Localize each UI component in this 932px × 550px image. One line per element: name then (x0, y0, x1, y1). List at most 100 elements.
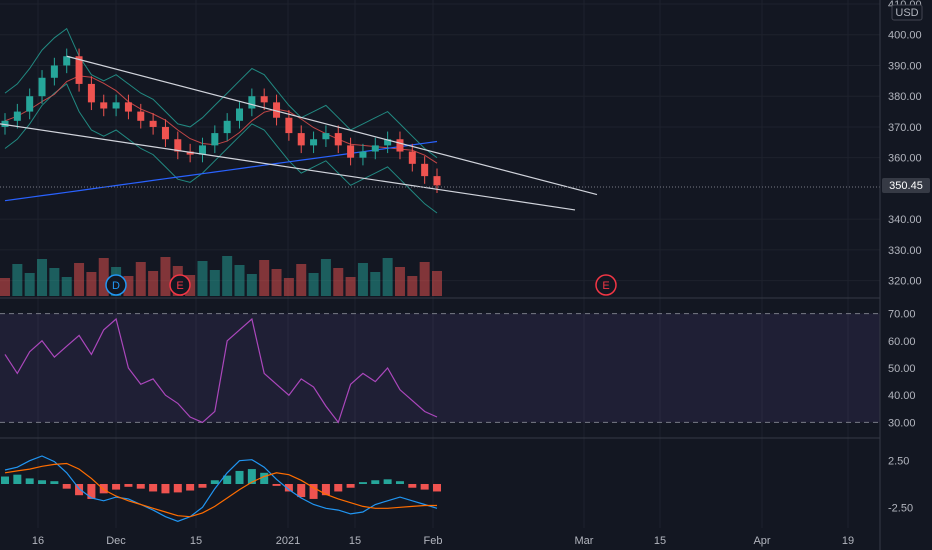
macd-histogram-bar (334, 484, 343, 492)
macd-histogram-bar (198, 484, 207, 488)
macd-histogram-bar (75, 484, 84, 496)
macd-histogram-bar (13, 474, 22, 484)
rsi-tick-label: 50.00 (888, 363, 916, 375)
x-tick-label: 15 (190, 535, 202, 547)
macd-histogram-bar (1, 476, 9, 484)
price-tick-label: 400.00 (888, 30, 922, 42)
macd-histogram-bar (383, 479, 392, 484)
macd-signal-line (4, 462, 437, 518)
currency-label: USD (895, 7, 918, 19)
volume-bar (0, 278, 10, 296)
candle-body (248, 96, 256, 109)
macd-histogram-bar (272, 484, 281, 486)
volume-bar (333, 268, 344, 296)
macd-histogram-bar (235, 470, 244, 484)
volume-bar (234, 265, 245, 296)
macd-histogram-bar (321, 484, 330, 496)
macd-histogram-bar (420, 484, 429, 490)
candle-body (87, 83, 95, 103)
x-tick-label: 2021 (276, 535, 300, 547)
candle-body (371, 145, 379, 152)
macd-histogram-bar (161, 484, 170, 494)
candle-body (174, 139, 182, 152)
volume-bar (98, 258, 109, 296)
macd-histogram-bar (223, 475, 232, 484)
candle-body (137, 111, 145, 121)
x-tick-label: 15 (349, 535, 361, 547)
macd-histogram-bar (247, 469, 256, 484)
event-marker[interactable]: E (595, 274, 617, 296)
event-marker[interactable]: E (169, 274, 191, 296)
volume-bar (222, 256, 233, 296)
event-marker-circle (105, 274, 127, 296)
rsi-tick-label: 40.00 (888, 390, 916, 402)
candle-body (310, 139, 318, 146)
price-pane[interactable] (0, 27, 880, 214)
candle-body (26, 96, 34, 112)
currency-badge[interactable]: USD (891, 4, 923, 21)
candle-body (38, 77, 46, 97)
price-tick-label: 390.00 (888, 60, 922, 72)
price-tick-label: 380.00 (888, 91, 922, 103)
candle-body (273, 102, 281, 118)
grid-lines (0, 0, 880, 528)
macd-tick-label: -2.50 (888, 502, 913, 514)
last-price-label: 350.45 (889, 180, 923, 192)
candle-body (384, 139, 392, 146)
candle-body (359, 151, 367, 158)
volume-bar (37, 259, 48, 296)
macd-histogram-bar (38, 480, 47, 484)
volume-bar (123, 276, 134, 296)
candle-body (396, 139, 404, 152)
volume-bar (357, 263, 368, 296)
volume-bar (135, 262, 146, 296)
macd-histogram-bar (260, 472, 269, 484)
volume-bar (61, 277, 72, 296)
x-tick-label: Feb (424, 535, 443, 547)
macd-histogram-bar (284, 484, 293, 492)
x-tick-label: 15 (654, 535, 666, 547)
candle-body (149, 120, 157, 127)
rsi-tick-label: 30.00 (888, 417, 916, 429)
macd-histogram-bar (297, 484, 306, 498)
macd-histogram-bar (62, 484, 71, 489)
candle-body (223, 120, 231, 134)
volume-bar (12, 264, 23, 296)
event-marker-circle (169, 274, 191, 296)
rsi-tick-label: 60.00 (888, 336, 916, 348)
candle-body (433, 176, 441, 186)
macd-histogram-bar (112, 484, 121, 490)
candle-body (161, 126, 169, 140)
volume-bar (148, 271, 159, 296)
x-tick-label: 19 (842, 535, 854, 547)
volume-bar (370, 272, 381, 296)
price-tick-label: 330.00 (888, 245, 922, 257)
event-marker-label: E (176, 280, 183, 292)
candle-body (50, 65, 58, 78)
event-marker-label: E (602, 280, 609, 292)
x-tick-label: Dec (106, 535, 126, 547)
price-scale[interactable]: 410.00400.00390.00380.00370.00360.00340.… (888, 0, 922, 514)
candle-body (63, 56, 71, 66)
macd-pane[interactable] (1, 455, 441, 522)
candle-body (421, 163, 429, 177)
last-price-badge: 350.45 (882, 178, 930, 193)
rsi-pane[interactable] (0, 313, 880, 424)
x-tick-label: 16 (32, 535, 44, 547)
rsi-line (4, 317, 438, 424)
time-scale[interactable]: 16 Dec 15 2021 15 Feb Mar 15 Apr 19 (32, 535, 854, 547)
volume-bar (86, 272, 97, 296)
long-moving-average-line (4, 140, 438, 202)
candle-body (13, 111, 21, 121)
macd-histogram-bar (149, 484, 158, 492)
price-tick-label: 370.00 (888, 122, 922, 134)
candle-body (198, 145, 206, 155)
event-marker[interactable]: D (105, 274, 127, 296)
volume-bar (246, 274, 257, 296)
volume-bar (419, 262, 430, 296)
price-tick-label: 320.00 (888, 276, 922, 288)
x-tick-label: Mar (575, 535, 594, 547)
candle-body (75, 56, 83, 84)
